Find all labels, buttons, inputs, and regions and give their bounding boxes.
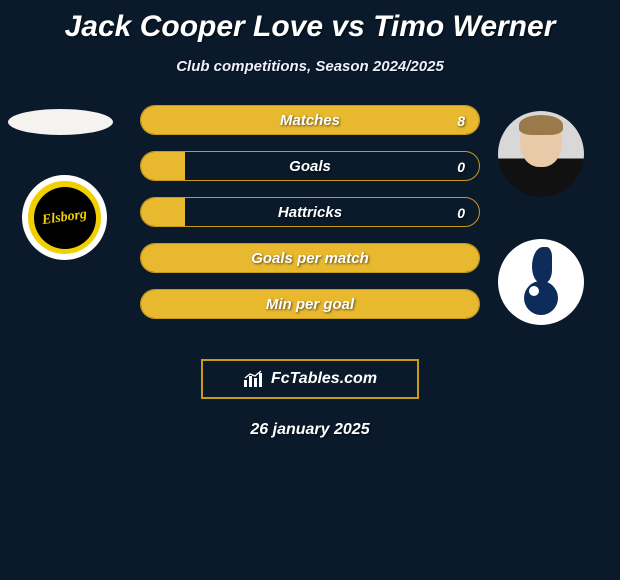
elfsborg-inner-circle: Elsborg — [34, 187, 96, 249]
stat-bar-label: Min per goal — [141, 290, 479, 320]
stat-bar-label: Goals — [141, 152, 479, 182]
stat-bar-value: 0 — [457, 198, 465, 228]
date-label: 26 january 2025 — [0, 421, 620, 439]
stat-bar-hattricks: Hattricks0 — [140, 197, 480, 227]
stat-bars: Matches8Goals0Hattricks0Goals per matchM… — [140, 105, 480, 335]
page-title: Jack Cooper Love vs Timo Werner — [0, 0, 620, 44]
stat-bar-min-per-goal: Min per goal — [140, 289, 480, 319]
stat-bar-value: 0 — [457, 152, 465, 182]
stat-bar-label: Hattricks — [141, 198, 479, 228]
stat-bar-label: Goals per match — [141, 244, 479, 274]
right-club-badge — [498, 239, 584, 325]
right-player-avatar — [498, 111, 584, 197]
stat-bar-goals: Goals0 — [140, 151, 480, 181]
left-player-avatar — [8, 109, 113, 135]
left-club-badge: Elsborg — [22, 175, 107, 260]
bar-line-chart-icon — [243, 370, 265, 388]
elfsborg-badge-text: Elsborg — [41, 206, 88, 228]
spurs-cockerel-icon — [532, 247, 552, 283]
comparison-area: Elsborg Matches8Goals0Hattricks0Goals pe… — [0, 105, 620, 345]
stat-bar-value: 8 — [457, 106, 465, 136]
right-player-column — [492, 105, 602, 325]
fctables-label: FcTables.com — [271, 370, 377, 388]
spurs-ball-icon — [524, 281, 558, 315]
subtitle: Club competitions, Season 2024/2025 — [0, 58, 620, 75]
left-player-column: Elsborg — [8, 105, 128, 260]
stat-bar-matches: Matches8 — [140, 105, 480, 135]
stat-bar-label: Matches — [141, 106, 479, 136]
fctables-attribution[interactable]: FcTables.com — [201, 359, 419, 399]
stat-bar-goals-per-match: Goals per match — [140, 243, 480, 273]
